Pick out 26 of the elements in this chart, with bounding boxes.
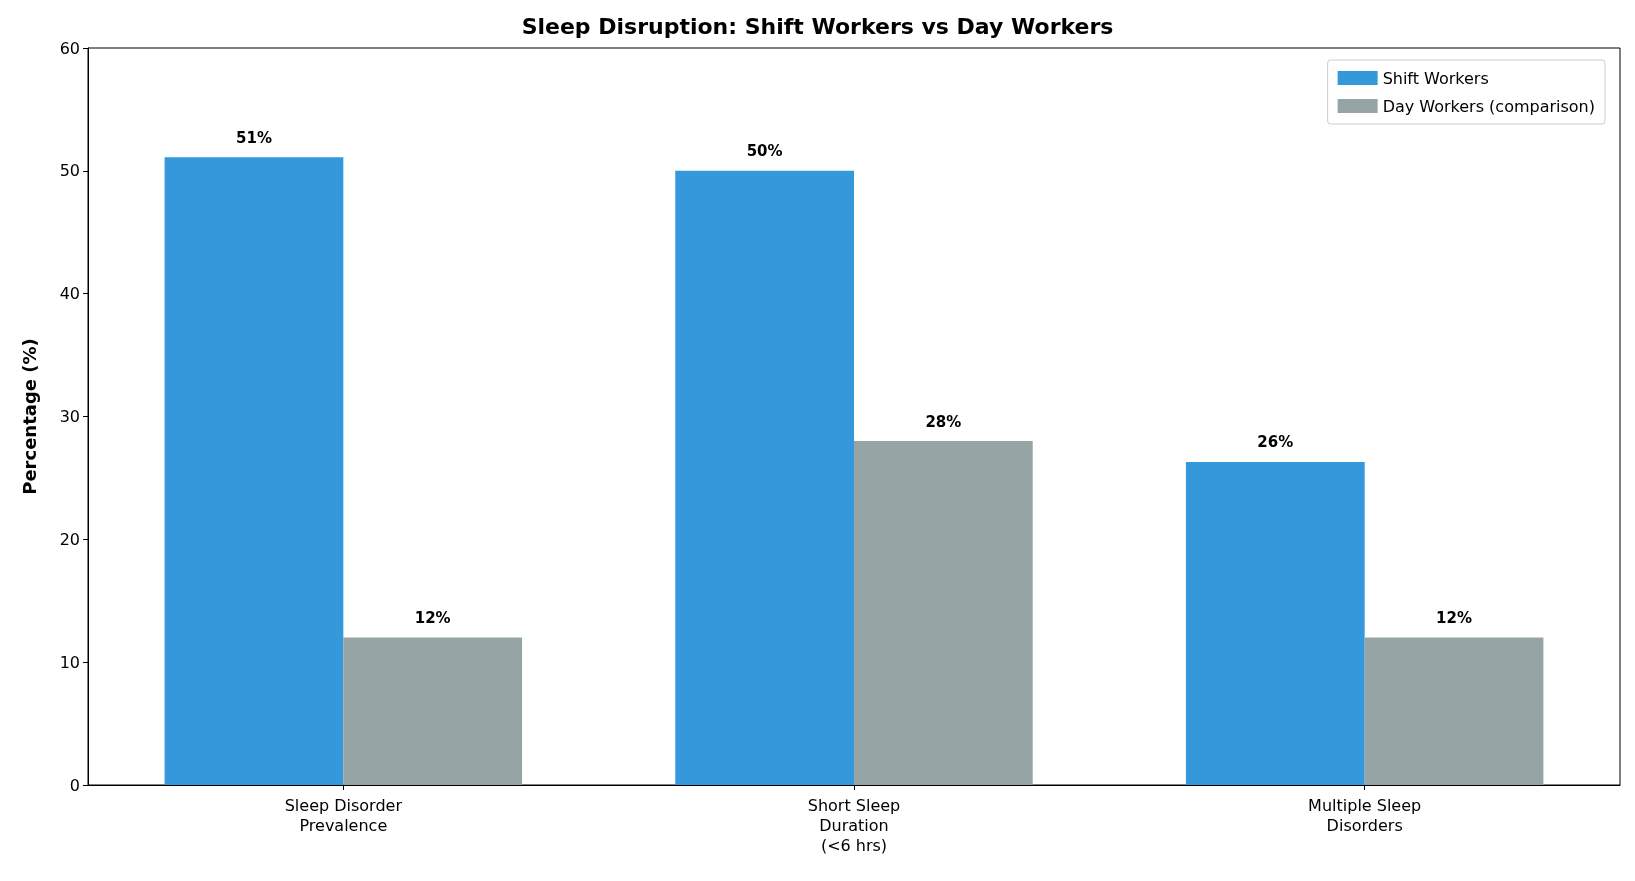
y-tick-label: 60 <box>59 38 80 58</box>
data-label: 26% <box>1257 433 1294 452</box>
y-axis-title: Percentage (%) <box>18 338 40 495</box>
y-tick-label: 40 <box>59 284 80 304</box>
bar <box>343 637 523 785</box>
y-tick-label: 30 <box>59 407 80 426</box>
y-tick-label: 0 <box>69 775 80 795</box>
data-label: 12% <box>1436 609 1472 628</box>
data-label: 50% <box>746 142 783 161</box>
bar <box>1185 461 1365 785</box>
data-label: 51% <box>236 128 272 147</box>
data-label: 12% <box>414 609 451 628</box>
x-tick-label: Sleep Disorder Prevalence <box>284 795 403 835</box>
bar <box>854 441 1033 785</box>
bar <box>1364 637 1544 785</box>
y-tick-label: 20 <box>59 529 80 549</box>
bar <box>675 170 854 785</box>
x-tick-label: Multiple Sleep Disorders <box>1308 795 1422 835</box>
y-tick-label: 50 <box>59 161 80 181</box>
legend-label: Day Workers (comparison) <box>1382 96 1595 116</box>
legend-label: Shift Workers <box>1382 68 1489 88</box>
bar <box>164 157 344 785</box>
data-label: 28% <box>925 412 962 431</box>
chart-title: Sleep Disruption: Shift Workers vs Day Workers <box>521 13 1114 39</box>
x-tick-label: Short Sleep Duration (<6 hrs) <box>807 795 901 855</box>
y-tick-label: 10 <box>59 652 80 672</box>
